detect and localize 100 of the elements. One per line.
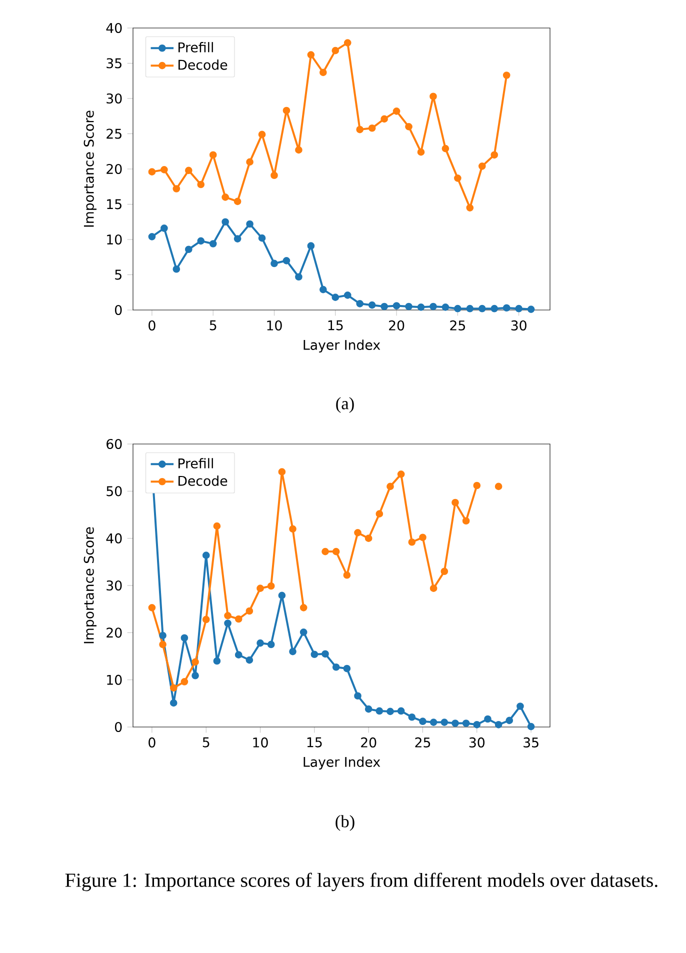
x-tick-label: 25 [415,737,430,748]
point [478,304,486,312]
point [295,146,302,154]
point [322,650,329,658]
point [430,584,438,592]
x-tick-label: 25 [450,320,465,330]
point [202,616,210,624]
point [258,130,266,138]
point [278,468,286,476]
y-tick-label: 60 [106,438,122,450]
point [430,302,437,310]
point [180,678,188,686]
point [332,294,340,301]
point [490,151,498,159]
point [452,720,459,727]
point [170,699,178,707]
point [234,651,242,659]
text: (a) [336,397,354,413]
point [192,672,199,680]
point [473,720,481,728]
point [478,162,486,170]
point [454,174,462,182]
x-axis-title: Layer Index [304,756,380,770]
point [368,301,376,309]
point [392,302,400,310]
point [246,656,254,664]
x-tick-label: 0 [148,320,156,330]
y-tick-label: 30 [106,93,122,104]
point [160,166,168,174]
point [172,185,180,192]
point [222,194,229,201]
y-tick-label: 0 [114,722,122,732]
y-tick-label: 30 [106,580,122,591]
legend-label: Prefill [178,458,213,468]
point [466,204,474,212]
point [172,265,180,273]
y-tick-label: 40 [106,533,122,544]
point [322,548,329,556]
point [278,592,286,600]
y-tick-label: 40 [106,22,122,34]
point [307,51,315,58]
point [224,612,232,620]
point [246,158,254,166]
point [405,123,412,130]
point [148,233,156,240]
point [184,246,192,254]
point [440,718,448,726]
point [213,522,221,530]
x-tick-label: 15 [307,737,322,748]
point [442,144,450,152]
point [354,692,362,700]
point [209,151,217,159]
legend-label: Decode [178,60,228,70]
point [234,198,242,206]
x-tick-label: 35 [524,737,538,748]
legend-label: Prefill [178,42,213,52]
y-tick-label: 15 [107,199,122,210]
point [386,708,394,716]
y-tick-label: 5 [115,270,122,280]
point [380,115,388,123]
point [159,632,166,640]
point [344,39,352,46]
x-tick-label: 15 [328,320,343,330]
point [430,718,438,726]
point [356,126,364,134]
point [440,568,448,576]
y-axis-title: Importance Score [84,527,96,644]
point [170,684,178,692]
point [213,657,221,665]
point [462,720,470,727]
point [408,538,416,546]
point [332,46,340,54]
point [452,498,459,506]
point [184,166,192,174]
point [295,273,302,281]
point [494,720,502,728]
point [516,702,524,710]
point [159,640,166,648]
point [454,304,462,312]
point [282,256,290,264]
point [506,716,514,724]
point [202,552,210,559]
point [270,260,278,268]
point [246,607,254,615]
x-tick-label: 30 [469,737,484,748]
point [343,571,351,579]
point [430,92,437,100]
point [376,510,384,518]
point [197,237,205,245]
x-tick-label: 5 [210,320,216,330]
x-tick-label: 20 [389,320,404,330]
point [192,658,199,666]
point [408,713,416,721]
point [224,620,232,627]
point [417,148,425,156]
point [289,525,296,533]
point [209,240,217,248]
y-tick-label: 10 [107,674,122,685]
x-tick-label: 0 [148,737,156,748]
point [397,470,405,478]
